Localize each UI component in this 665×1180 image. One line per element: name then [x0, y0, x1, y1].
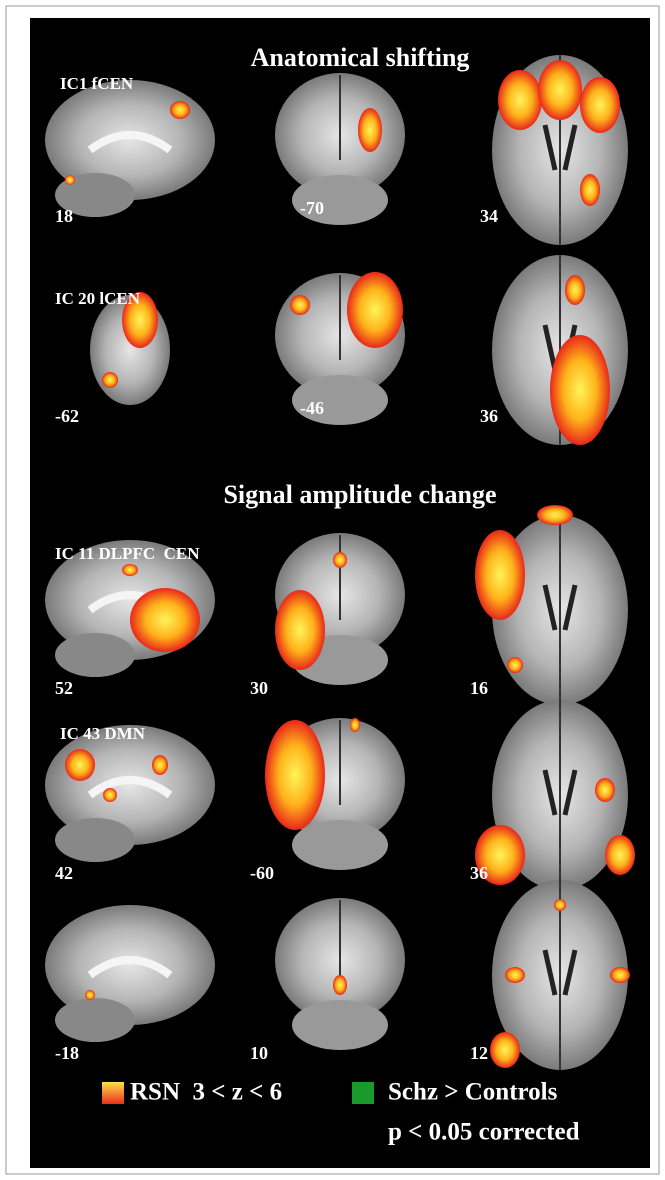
activation-blob	[152, 755, 168, 775]
brain-slice	[275, 898, 405, 1050]
activation-blob	[605, 835, 635, 875]
activation-blob	[610, 967, 630, 983]
slice-number: 16	[470, 678, 488, 698]
slice-number: 30	[250, 678, 268, 698]
activation-blob	[554, 899, 566, 911]
slice-number: 36	[470, 863, 488, 883]
activation-blob	[490, 1032, 520, 1068]
brain-slice	[492, 255, 628, 445]
activation-blob	[580, 174, 600, 206]
component-label: IC1 fCEN	[60, 74, 134, 93]
cerebellum	[55, 633, 135, 677]
slice-number: -18	[55, 1043, 79, 1063]
activation-blob	[122, 564, 138, 576]
slice-number: 12	[470, 1043, 488, 1063]
slice-number: 42	[55, 863, 73, 883]
activation-blob	[103, 788, 117, 802]
legend-swatch	[102, 1082, 124, 1104]
slice-number: 34	[480, 206, 498, 226]
cerebellum	[292, 820, 388, 870]
activation-blob	[102, 372, 118, 388]
brain-slice	[275, 533, 405, 685]
activation-blob	[475, 530, 525, 620]
brain-slice	[275, 272, 405, 425]
activation-blob	[358, 108, 382, 152]
legend-label: Schz > Controls	[388, 1079, 558, 1106]
brain-slice	[275, 73, 405, 225]
slice-number: -62	[55, 406, 79, 426]
activation-blob	[538, 60, 582, 120]
cerebellum	[292, 1000, 388, 1050]
activation-blob	[505, 967, 525, 983]
activation-blob	[65, 749, 95, 781]
slice-number: -46	[300, 398, 324, 418]
activation-blob	[507, 657, 523, 673]
component-label: IC 20 lCEN	[55, 289, 141, 308]
cerebellum	[55, 998, 135, 1042]
slice-number: -60	[250, 863, 274, 883]
section-title: Signal amplitude change	[223, 480, 496, 509]
activation-blob	[333, 552, 347, 568]
component-label: IC 43 DMN	[60, 724, 146, 743]
activation-blob	[333, 975, 347, 995]
legend-label: p < 0.05 corrected	[388, 1119, 580, 1146]
activation-blob	[537, 505, 573, 525]
activation-blob	[350, 718, 360, 732]
brain-slice	[492, 55, 628, 245]
slice-number: -70	[300, 198, 324, 218]
activation-blob	[565, 275, 585, 305]
slice-number: 36	[480, 406, 498, 426]
legend-swatch	[352, 1082, 374, 1104]
component-label: IC 11 DLPFC CEN	[55, 544, 200, 563]
activation-blob	[595, 778, 615, 802]
activation-blob	[498, 70, 542, 130]
activation-blob	[85, 990, 95, 1000]
legend-label: RSN 3 < z < 6	[130, 1079, 282, 1106]
activation-blob	[550, 335, 610, 445]
figure: Anatomical shifting IC1 fCEN 18 -70 34 IC 20 …	[0, 0, 665, 1180]
activation-blob	[290, 295, 310, 315]
activation-blob	[275, 590, 325, 670]
activation-blob	[170, 101, 190, 119]
section-title: Anatomical shifting	[251, 43, 470, 72]
activation-blob	[580, 77, 620, 133]
activation-blob	[130, 588, 200, 652]
cerebellum	[55, 818, 135, 862]
activation-blob	[265, 720, 325, 830]
activation-blob	[65, 175, 75, 185]
slice-number: 18	[55, 206, 73, 226]
activation-blob	[347, 272, 403, 348]
slice-number: 52	[55, 678, 73, 698]
slice-number: 10	[250, 1043, 268, 1063]
